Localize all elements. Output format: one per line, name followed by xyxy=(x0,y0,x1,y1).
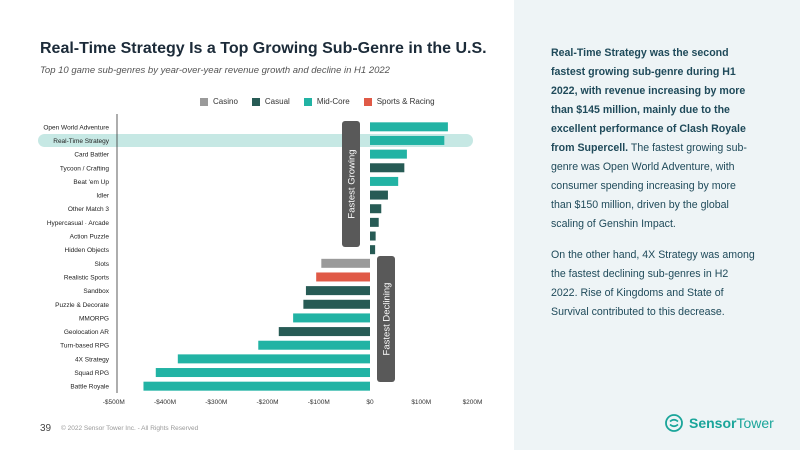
bar-card-battler xyxy=(370,149,407,159)
side-text: Real-Time Strategy was the second fastes… xyxy=(551,44,756,334)
category-label-turn-based-rpg: Turn-based RPG xyxy=(60,343,109,350)
category-label-sandbox: Sandbox xyxy=(83,288,109,295)
x-tick-label: $0 xyxy=(366,399,374,406)
category-label-other-match-3: Other Match 3 xyxy=(68,206,110,213)
category-label-card-battler: Card Battler xyxy=(74,152,110,159)
legend-item-mid-core: Mid-Core xyxy=(303,97,350,106)
x-tick-label: $200M xyxy=(463,399,483,406)
x-tick-label: -$500M xyxy=(103,399,125,406)
logo-word-tower: Tower xyxy=(736,415,774,431)
bar-puzzle-decorate xyxy=(303,299,370,309)
legend-swatch-casino xyxy=(200,97,208,106)
bar-chart: Open World Adventure Real-Time Strategy Ca… xyxy=(38,114,483,406)
category-label-real-time-strategy: Real-Time Strategy xyxy=(53,138,109,145)
copyright-text: © 2022 Sensor Tower Inc. - All Rights Re… xyxy=(61,425,199,432)
bar-hypercasual-arcade xyxy=(370,217,379,227)
category-label-squad-rpg: Squad RPG xyxy=(74,370,109,377)
legend-item-casino: Casino xyxy=(200,97,238,106)
category-label-hidden-objects: Hidden Objects xyxy=(65,247,110,254)
x-tick-label: -$200M xyxy=(256,399,278,406)
category-label-tycoon-crafting: Tycoon / Crafting xyxy=(60,165,110,172)
x-tick-label: -$100M xyxy=(308,399,330,406)
bar-battle-royale xyxy=(143,381,370,391)
legend-label-sports-racing: Sports & Racing xyxy=(376,97,435,106)
category-label-open-world-adventure: Open World Adventure xyxy=(43,124,109,131)
bar-squad-rpg xyxy=(155,368,370,378)
fastest-growing-box xyxy=(342,121,360,247)
bar-hidden-objects xyxy=(370,245,376,255)
bar-idler xyxy=(370,190,388,200)
bar-geolocation-ar xyxy=(278,327,370,337)
page-title: Real-Time Strategy Is a Top Growing Sub-… xyxy=(40,40,487,57)
bar-tycoon-crafting xyxy=(370,163,405,173)
bar-real-time-strategy xyxy=(370,135,445,145)
highlight-band xyxy=(38,133,473,147)
legend-label-casual: Casual xyxy=(264,97,290,106)
legend-swatch-sports-racing xyxy=(363,97,372,106)
category-label-battle-royale: Battle Royale xyxy=(70,384,109,391)
legend-swatch-casual xyxy=(251,97,260,106)
side-paragraph-1-rest: The fastest growing sub-genre was Open W… xyxy=(551,142,747,230)
legend-item-sports-racing: Sports & Racing xyxy=(363,97,435,106)
bar-action-puzzle xyxy=(370,231,376,241)
fastest-declining-box xyxy=(377,256,395,382)
sensor-tower-logo-icon xyxy=(665,414,683,432)
fastest-growing-label: Fastest Growing xyxy=(347,149,358,218)
category-label-action-puzzle: Action Puzzle xyxy=(70,234,110,241)
side-paragraph-1: Real-Time Strategy was the second fastes… xyxy=(551,44,756,234)
legend-label-mid-core: Mid-Core xyxy=(316,97,350,106)
category-label-realistic-sports: Realistic Sports xyxy=(64,274,110,281)
category-label-geolocation-ar: Geolocation AR xyxy=(64,329,109,336)
side-panel xyxy=(514,0,800,450)
legend-item-casual: Casual xyxy=(251,97,290,106)
category-label-puzzle-decorate: Puzzle & Decorate xyxy=(55,302,109,309)
bar-sandbox xyxy=(305,286,370,296)
category-label-beat-em-up: Beat 'em Up xyxy=(73,179,109,186)
x-tick-label: -$400M xyxy=(154,399,176,406)
bar-realistic-sports xyxy=(316,272,370,282)
bar-beat-em-up xyxy=(370,176,399,186)
legend-swatch-mid-core xyxy=(303,97,312,106)
bar-mmorpg xyxy=(293,313,370,323)
bar-open-world-adventure xyxy=(370,122,448,132)
category-label-slots: Slots xyxy=(95,261,110,268)
bar-other-match-3 xyxy=(370,204,382,214)
side-paragraph-2: On the other hand, 4X Strategy was among… xyxy=(551,249,755,318)
x-tick-label: $100M xyxy=(411,399,431,406)
bar-slots xyxy=(321,258,370,268)
legend-label-casino: Casino xyxy=(213,97,238,106)
page-subtitle: Top 10 game sub-genres by year-over-year… xyxy=(40,65,390,76)
logo-word-sensor: Sensor xyxy=(689,415,737,431)
chart-legend: Casino Casual Mid-Core Sports & Racing xyxy=(200,97,435,106)
side-paragraph-1-bold: Real-Time Strategy was the second fastes… xyxy=(551,47,746,154)
sensor-tower-logo: SensorTower xyxy=(665,414,774,432)
fastest-declining-label: Fastest Declining xyxy=(382,283,393,356)
category-label-hypercasual-arcade: Hypercasual · Arcade xyxy=(47,220,110,227)
category-label-mmorpg: MMORPG xyxy=(79,315,109,322)
x-tick-label: -$300M xyxy=(205,399,227,406)
bar-4x-strategy xyxy=(177,354,370,364)
category-label-idler: Idler xyxy=(96,193,109,200)
category-label-4x-strategy: 4X Strategy xyxy=(75,356,110,363)
logo-text: SensorTower xyxy=(689,415,774,431)
bar-turn-based-rpg xyxy=(258,340,370,350)
page-number: 39 xyxy=(40,423,52,434)
